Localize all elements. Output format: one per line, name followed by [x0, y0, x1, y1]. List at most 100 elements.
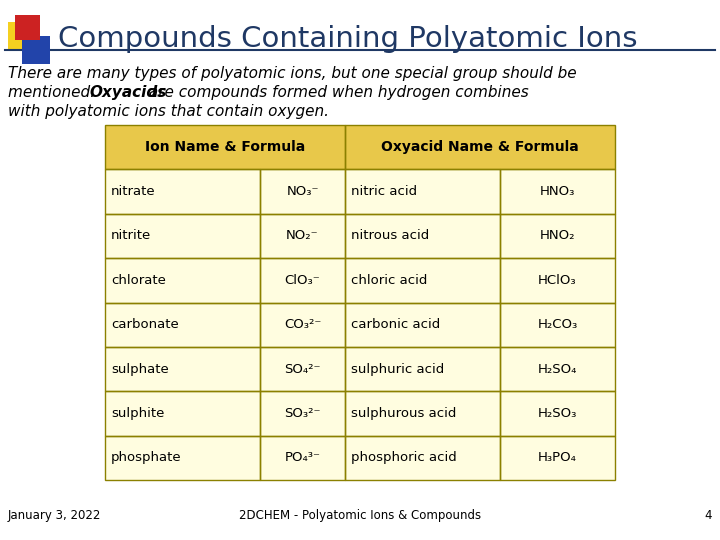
- Text: are compounds formed when hydrogen combines: are compounds formed when hydrogen combi…: [144, 85, 528, 100]
- Bar: [105, 125, 345, 170]
- Bar: [105, 347, 260, 392]
- Bar: [500, 347, 615, 392]
- Bar: [105, 258, 260, 302]
- Text: chloric acid: chloric acid: [351, 274, 428, 287]
- Text: sulphurous acid: sulphurous acid: [351, 407, 456, 420]
- Bar: [345, 302, 500, 347]
- Bar: [260, 258, 345, 302]
- Text: January 3, 2022: January 3, 2022: [8, 509, 102, 522]
- Bar: [260, 302, 345, 347]
- Bar: [500, 214, 615, 258]
- Text: carbonic acid: carbonic acid: [351, 318, 440, 331]
- Bar: [345, 436, 500, 480]
- Bar: [500, 392, 615, 436]
- Text: H₂SO₄: H₂SO₄: [538, 362, 577, 375]
- Bar: [260, 302, 345, 347]
- Bar: [345, 258, 500, 302]
- Bar: [260, 392, 345, 436]
- Text: H₂SO₃: H₂SO₃: [538, 407, 577, 420]
- Text: SO₄²⁻: SO₄²⁻: [284, 362, 320, 375]
- Bar: [260, 258, 345, 302]
- Text: HNO₂: HNO₂: [540, 230, 575, 242]
- Text: Oxyacid Name & Formula: Oxyacid Name & Formula: [381, 140, 579, 154]
- Bar: [500, 347, 615, 392]
- Bar: [105, 392, 260, 436]
- Bar: [105, 258, 260, 302]
- Bar: [500, 392, 615, 436]
- Bar: [500, 258, 615, 302]
- Text: chlorate: chlorate: [111, 274, 166, 287]
- Text: H₃PO₄: H₃PO₄: [538, 451, 577, 464]
- Bar: [260, 392, 345, 436]
- Bar: [260, 347, 345, 392]
- Text: CO₃²⁻: CO₃²⁻: [284, 318, 321, 331]
- Bar: [105, 170, 260, 214]
- Bar: [105, 347, 260, 392]
- Bar: [8, 22, 36, 50]
- Bar: [105, 436, 260, 480]
- Text: There are many types of polyatomic ions, but one special group should be: There are many types of polyatomic ions,…: [8, 66, 577, 81]
- Bar: [500, 302, 615, 347]
- Bar: [500, 436, 615, 480]
- Bar: [260, 347, 345, 392]
- Text: phosphate: phosphate: [111, 451, 181, 464]
- Bar: [260, 214, 345, 258]
- Bar: [105, 436, 260, 480]
- Bar: [105, 125, 345, 170]
- Text: sulphite: sulphite: [111, 407, 164, 420]
- Bar: [345, 258, 500, 302]
- Text: nitric acid: nitric acid: [351, 185, 417, 198]
- Bar: [105, 302, 260, 347]
- Text: Oxyacids: Oxyacids: [89, 85, 167, 100]
- Text: nitrous acid: nitrous acid: [351, 230, 429, 242]
- Text: nitrite: nitrite: [111, 230, 151, 242]
- Text: SO₃²⁻: SO₃²⁻: [284, 407, 320, 420]
- Bar: [500, 170, 615, 214]
- Text: PO₄³⁻: PO₄³⁻: [284, 451, 320, 464]
- Bar: [345, 170, 500, 214]
- Text: H₂CO₃: H₂CO₃: [537, 318, 577, 331]
- Bar: [345, 392, 500, 436]
- Bar: [260, 170, 345, 214]
- Text: nitrate: nitrate: [111, 185, 156, 198]
- Text: Ion Name & Formula: Ion Name & Formula: [145, 140, 305, 154]
- Bar: [345, 214, 500, 258]
- Bar: [260, 436, 345, 480]
- Bar: [260, 214, 345, 258]
- Bar: [500, 214, 615, 258]
- Text: phosphoric acid: phosphoric acid: [351, 451, 456, 464]
- Text: carbonate: carbonate: [111, 318, 179, 331]
- Bar: [260, 436, 345, 480]
- Text: sulphate: sulphate: [111, 362, 168, 375]
- Bar: [260, 170, 345, 214]
- Bar: [345, 125, 615, 170]
- Bar: [105, 170, 260, 214]
- Bar: [345, 347, 500, 392]
- Bar: [500, 302, 615, 347]
- Bar: [345, 302, 500, 347]
- Bar: [345, 436, 500, 480]
- Text: 4: 4: [704, 509, 712, 522]
- Bar: [15, 15, 40, 40]
- Text: NO₂⁻: NO₂⁻: [286, 230, 319, 242]
- Bar: [500, 436, 615, 480]
- Bar: [22, 36, 50, 64]
- Text: HClO₃: HClO₃: [538, 274, 577, 287]
- Bar: [345, 214, 500, 258]
- Bar: [105, 214, 260, 258]
- Text: 2DCHEM - Polyatomic Ions & Compounds: 2DCHEM - Polyatomic Ions & Compounds: [239, 509, 481, 522]
- Text: sulphuric acid: sulphuric acid: [351, 362, 444, 375]
- Bar: [500, 170, 615, 214]
- Bar: [500, 258, 615, 302]
- Bar: [105, 392, 260, 436]
- Bar: [345, 170, 500, 214]
- Text: mentioned.: mentioned.: [8, 85, 104, 100]
- Text: with polyatomic ions that contain oxygen.: with polyatomic ions that contain oxygen…: [8, 104, 329, 119]
- Text: ClO₃⁻: ClO₃⁻: [284, 274, 320, 287]
- Text: HNO₃: HNO₃: [540, 185, 575, 198]
- Bar: [345, 125, 615, 170]
- Bar: [345, 347, 500, 392]
- Text: Compounds Containing Polyatomic Ions: Compounds Containing Polyatomic Ions: [58, 25, 637, 53]
- Bar: [105, 302, 260, 347]
- Text: NO₃⁻: NO₃⁻: [287, 185, 319, 198]
